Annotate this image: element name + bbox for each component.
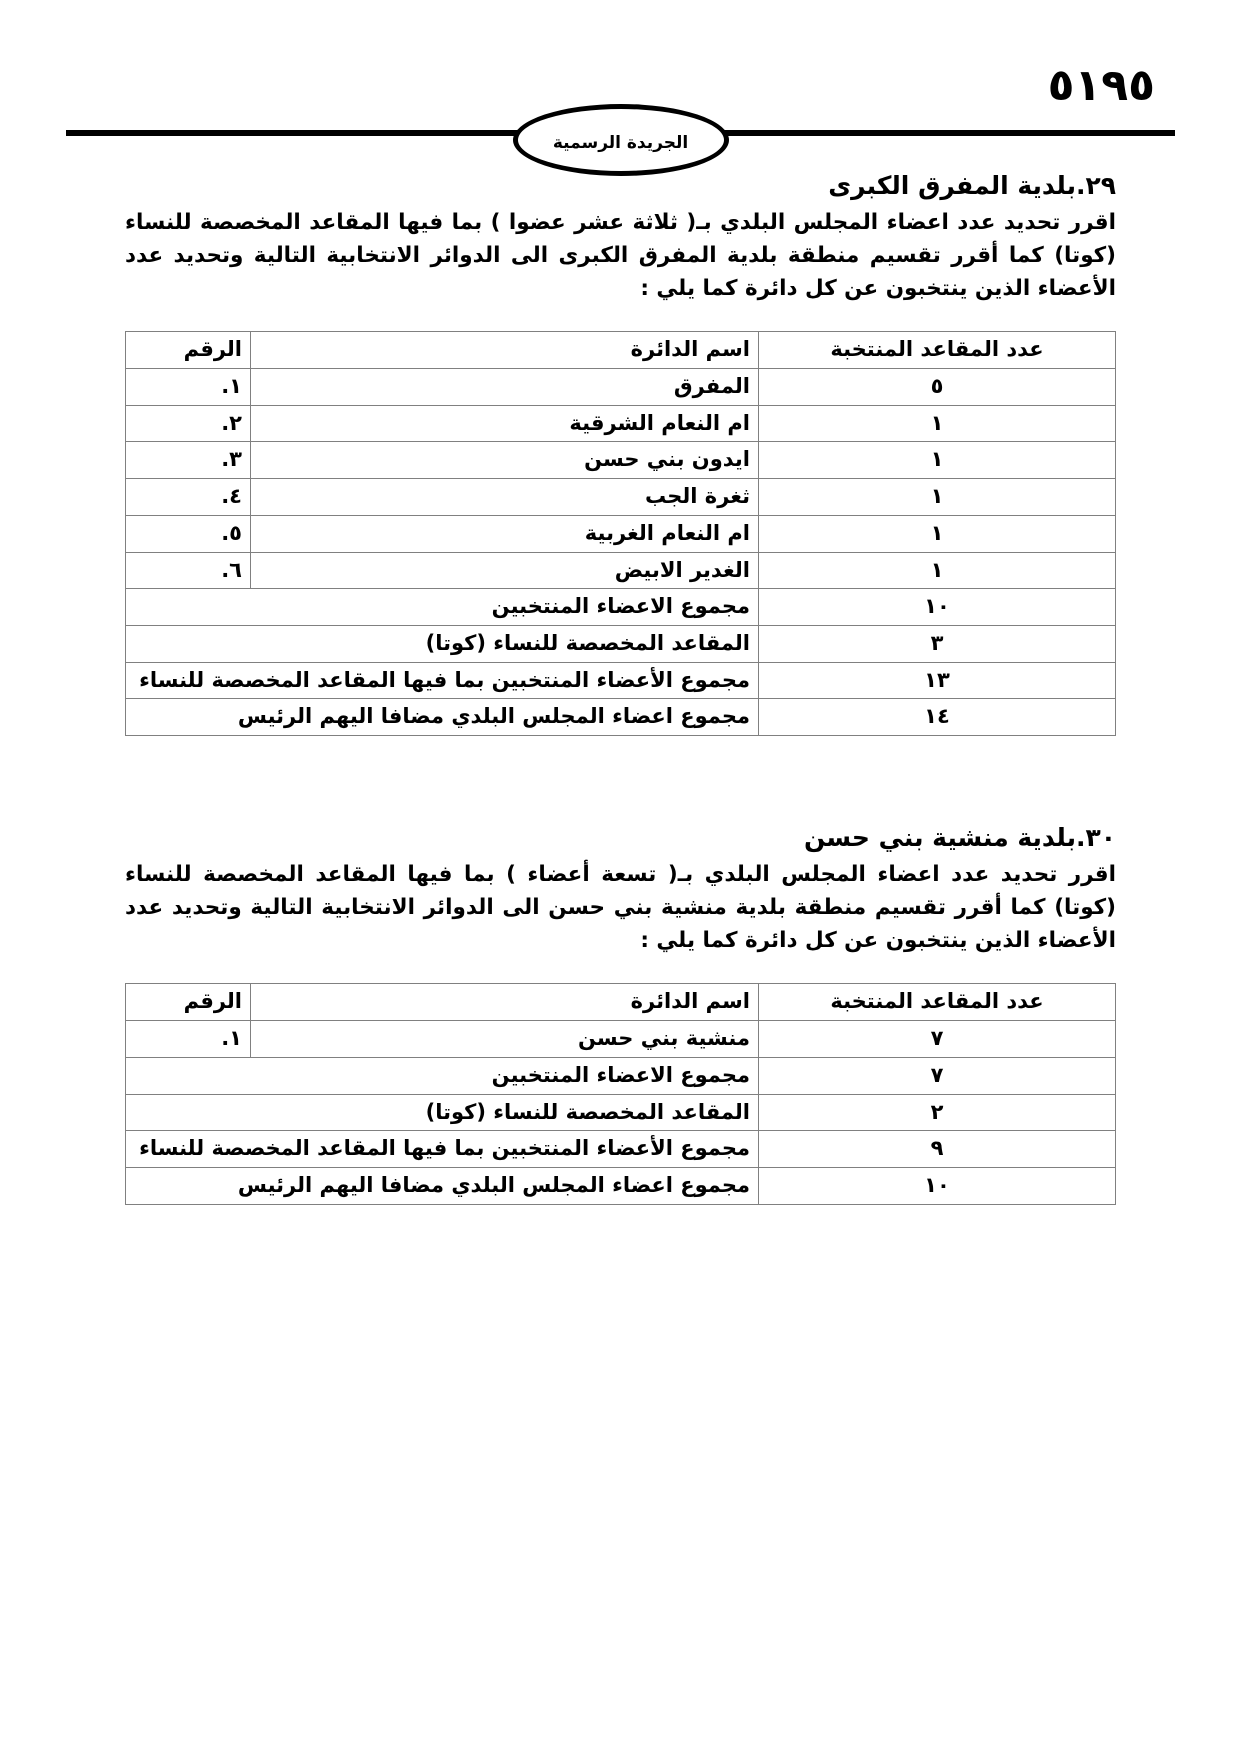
section-paragraph: اقرر تحديد عدد اعضاء المجلس البلدي بـ( ت… xyxy=(125,862,1116,953)
table-header-row: عدد المقاعد المنتخبة اسم الدائرة الرقم xyxy=(125,331,1116,369)
cell-district: ام النعام الغربية xyxy=(250,514,759,553)
cell-summary-label: مجموع الأعضاء المنتخبين بما فيها المقاعد… xyxy=(125,661,759,700)
table-row: ١ الغدير الابيض ٦. xyxy=(125,551,1116,590)
cell-seats: ١ xyxy=(758,478,1116,516)
table-row: ١ ام النعام الغربية ٥. xyxy=(125,514,1116,553)
cell-district: المفرق xyxy=(250,367,759,406)
page-content: ٢٩.بلدية المفرق الكبرى اقرر تحديد عدد اع… xyxy=(125,170,1116,1211)
table-summary-row: ٧ مجموع الاعضاء المنتخبين xyxy=(125,1056,1116,1095)
cell-seats: ٥ xyxy=(758,367,1116,406)
cell-number: ٣. xyxy=(125,441,251,480)
cell-summary-label: مجموع اعضاء المجلس البلدي مضافا اليهم ال… xyxy=(125,1167,759,1205)
table-summary-row: ١٠ مجموع اعضاء المجلس البلدي مضافا اليهم… xyxy=(125,1167,1116,1205)
table-summary-row: ٩ مجموع الأعضاء المنتخبين بما فيها المقا… xyxy=(125,1130,1116,1169)
page-header: ٥١٩٥ الجريدة الرسمية xyxy=(66,64,1175,176)
table-summary-row: ١٠ مجموع الاعضاء المنتخبين xyxy=(125,588,1116,627)
cell-number: ١. xyxy=(125,367,251,406)
table-header-row: عدد المقاعد المنتخبة اسم الدائرة الرقم xyxy=(125,983,1116,1022)
table-summary-row: ١٣ مجموع الأعضاء المنتخبين بما فيها المق… xyxy=(125,661,1116,700)
cell-seats: ١ xyxy=(758,404,1116,443)
districts-table: عدد المقاعد المنتخبة اسم الدائرة الرقم ٥… xyxy=(125,331,1116,737)
cell-seats: ١ xyxy=(758,441,1116,480)
cell-number: ٥. xyxy=(125,514,251,553)
cell-district: ام النعام الشرقية xyxy=(250,404,759,443)
cell-summary-value: ٧ xyxy=(758,1056,1116,1095)
cell-district: ثغرة الجب xyxy=(250,478,759,516)
column-header-number: الرقم xyxy=(125,983,251,1022)
section-heading: ٢٩.بلدية المفرق الكبرى xyxy=(828,171,1116,200)
cell-number: ٢. xyxy=(125,404,251,443)
cell-summary-label: المقاعد المخصصة للنساء (كوتا) xyxy=(125,1093,759,1132)
cell-summary-value: ٢ xyxy=(758,1093,1116,1132)
cell-summary-value: ١٠ xyxy=(758,588,1116,627)
cell-summary-value: ١٤ xyxy=(758,698,1116,737)
cell-seats: ١ xyxy=(758,514,1116,553)
section-spacer xyxy=(125,742,1116,822)
cell-district: الغدير الابيض xyxy=(250,551,759,590)
cell-number: ١. xyxy=(125,1020,251,1058)
cell-district: منشية بني حسن xyxy=(250,1020,759,1058)
cell-summary-label: مجموع الاعضاء المنتخبين xyxy=(125,1056,759,1095)
cell-summary-value: ٣ xyxy=(758,625,1116,663)
cell-summary-label: مجموع الأعضاء المنتخبين بما فيها المقاعد… xyxy=(125,1130,759,1169)
cell-summary-label: المقاعد المخصصة للنساء (كوتا) xyxy=(125,625,759,663)
table-row: ١ ايدون بني حسن ٣. xyxy=(125,441,1116,480)
table-summary-row: ٢ المقاعد المخصصة للنساء (كوتا) xyxy=(125,1093,1116,1132)
cell-number: ٦. xyxy=(125,551,251,590)
section-paragraph: اقرر تحديد عدد اعضاء المجلس البلدي بـ( ث… xyxy=(125,210,1116,301)
column-header-number: الرقم xyxy=(125,331,251,369)
cell-district: ايدون بني حسن xyxy=(250,441,759,480)
cell-seats: ١ xyxy=(758,551,1116,590)
column-header-seats: عدد المقاعد المنتخبة xyxy=(758,331,1116,369)
table-summary-row: ١٤ مجموع اعضاء المجلس البلدي مضافا اليهم… xyxy=(125,698,1116,737)
gazette-emblem-oval: الجريدة الرسمية xyxy=(512,104,729,176)
column-header-district: اسم الدائرة xyxy=(250,331,759,369)
table-row: ١ ام النعام الشرقية ٢. xyxy=(125,404,1116,443)
cell-number: ٤. xyxy=(125,478,251,516)
gazette-title: الجريدة الرسمية xyxy=(552,132,689,153)
cell-summary-value: ١٠ xyxy=(758,1167,1116,1205)
cell-summary-value: ٩ xyxy=(758,1130,1116,1169)
table-row: ٧ منشية بني حسن ١. xyxy=(125,1020,1116,1058)
section-municipality-1: ٢٩.بلدية المفرق الكبرى اقرر تحديد عدد اع… xyxy=(125,170,1116,737)
table-row: ٥ المفرق ١. xyxy=(125,367,1116,406)
table-summary-row: ٣ المقاعد المخصصة للنساء (كوتا) xyxy=(125,625,1116,663)
districts-table: عدد المقاعد المنتخبة اسم الدائرة الرقم ٧… xyxy=(125,983,1116,1205)
section-heading: ٣٠.بلدية منشية بني حسن xyxy=(803,823,1116,853)
cell-summary-label: مجموع اعضاء المجلس البلدي مضافا اليهم ال… xyxy=(125,698,759,737)
column-header-district: اسم الدائرة xyxy=(250,983,759,1022)
page-number: ٥١٩٥ xyxy=(1047,60,1155,111)
cell-summary-value: ١٣ xyxy=(758,661,1116,700)
cell-seats: ٧ xyxy=(758,1020,1116,1058)
column-header-seats: عدد المقاعد المنتخبة xyxy=(758,983,1116,1022)
section-municipality-2: ٣٠.بلدية منشية بني حسن اقرر تحديد عدد اع… xyxy=(125,822,1116,1205)
table-row: ١ ثغرة الجب ٤. xyxy=(125,478,1116,516)
cell-summary-label: مجموع الاعضاء المنتخبين xyxy=(125,588,759,627)
